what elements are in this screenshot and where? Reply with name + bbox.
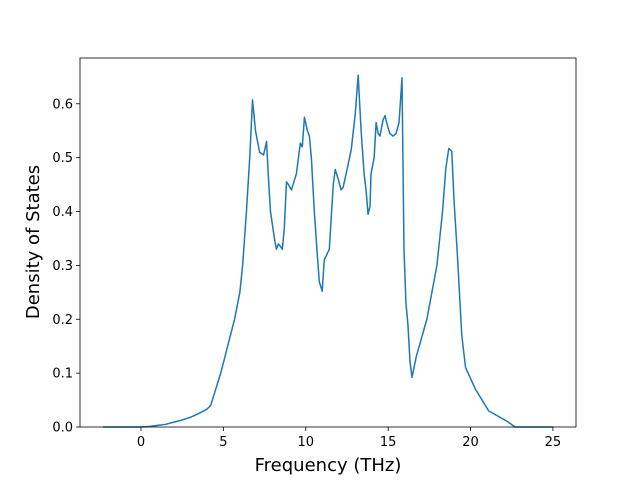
y-tick-label: 0.2 (52, 313, 73, 328)
y-tick-label: 0.3 (52, 259, 73, 274)
x-axis-label: Frequency (THz) (255, 455, 402, 476)
x-tick-label: 0 (137, 435, 145, 450)
plot-frame (79, 57, 577, 428)
y-tick-label: 0.1 (52, 367, 73, 382)
x-tick-label: 15 (380, 435, 397, 450)
y-tick-label: 0.6 (52, 97, 73, 112)
line-series (103, 74, 553, 428)
y-tick-label: 0.0 (52, 421, 73, 436)
x-tick-label: 20 (462, 435, 479, 450)
y-tick-label: 0.4 (52, 205, 73, 220)
y-axis-label: Density of States (23, 165, 44, 319)
x-tick-label: 10 (297, 435, 314, 450)
x-tick-label: 25 (545, 435, 562, 450)
x-tick-label: 5 (219, 435, 227, 450)
y-tick-label: 0.5 (52, 151, 73, 166)
